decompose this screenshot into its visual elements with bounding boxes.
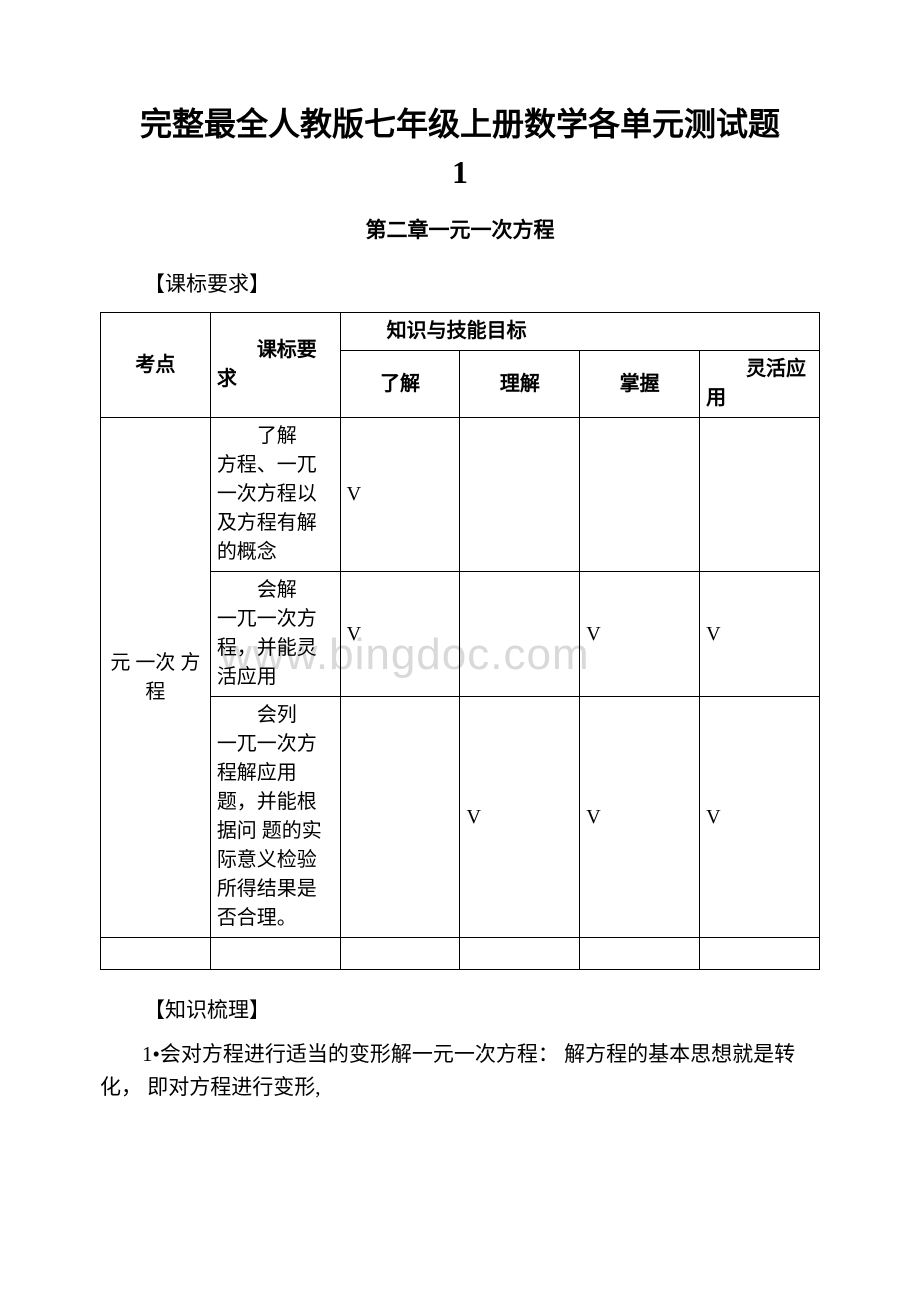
td-mark: V [460,697,580,938]
th-goals-text: 知识与技能目标 [347,317,813,346]
section-label-requirements: 【课标要求】 [144,268,820,298]
standards-table: 考点 课标要求 知识与技能目标 了解 理解 掌握 灵活应用 元 一次 方程 [100,312,820,970]
td-mark: V [340,572,460,697]
td-req-1: 了解方程、一兀一次方程以及方程有解的概念 [210,418,340,572]
td-mark [460,572,580,697]
td-mark: V [340,418,460,572]
th-goals: 知识与技能目标 [340,313,819,351]
section-label-knowledge: 【知识梳理】 [144,994,820,1024]
th-yaoqiu-text: 课标要求 [217,336,334,394]
td-mark: V [580,572,700,697]
td-mark: V [580,697,700,938]
td-empty [340,938,460,970]
td-req-3-rest: 一兀一次方程解应用题，并能根据问 题的实 际意义检验所得结果是否合理。 [217,733,322,929]
td-req-1-first: 了解 [217,422,334,451]
th-goal-2: 理解 [460,351,580,418]
th-goal-4: 灵活应用 [700,351,820,418]
td-req-3-first: 会列 [217,701,334,730]
td-empty [580,938,700,970]
th-goal-3: 掌握 [580,351,700,418]
td-topic: 元 一次 方程 [101,418,211,938]
doc-title: 完整最全人教版七年级上册数学各单元测试题 1 [100,100,820,196]
table-row: 元 一次 方程 了解方程、一兀一次方程以及方程有解的概念 V [101,418,820,572]
td-empty [101,938,211,970]
td-mark [460,418,580,572]
td-req-3: 会列一兀一次方程解应用题，并能根据问 题的实 际意义检验所得结果是否合理。 [210,697,340,938]
table-row-empty [101,938,820,970]
body-paragraph-1: 1•会对方程进行适当的变形解一元一次方程： 解方程的基本思想就是转化， 即对方程… [100,1038,820,1103]
td-mark [580,418,700,572]
td-mark [700,418,820,572]
td-mark [340,697,460,938]
td-empty [210,938,340,970]
td-empty [460,938,580,970]
table-header-row-1: 考点 课标要求 知识与技能目标 [101,313,820,351]
td-req-2-rest: 一兀一次方程，并能灵活应用 [217,608,317,688]
th-goal-4-text: 灵活应用 [706,355,813,413]
doc-subtitle: 第二章一元一次方程 [100,214,820,244]
td-req-2-first: 会解 [217,576,334,605]
title-line-1: 完整最全人教版七年级上册数学各单元测试题 [140,106,780,142]
title-line-2: 1 [452,154,468,190]
th-kaodian: 考点 [101,313,211,418]
td-req-2: 会解一兀一次方程，并能灵活应用 [210,572,340,697]
td-empty [700,938,820,970]
td-mark: V [700,697,820,938]
td-req-1-rest: 方程、一兀一次方程以及方程有解的概念 [217,454,317,563]
td-mark: V [700,572,820,697]
th-yaoqiu: 课标要求 [210,313,340,418]
th-goal-1: 了解 [340,351,460,418]
